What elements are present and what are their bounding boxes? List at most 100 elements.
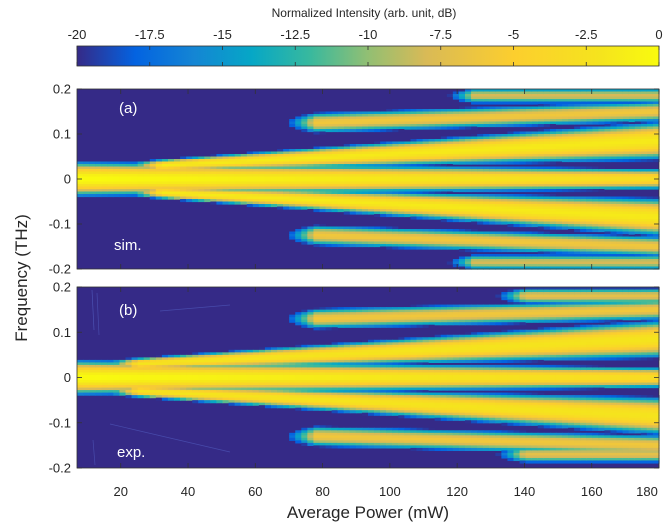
heatmap-cell: [598, 241, 606, 245]
heatmap-cell: [246, 169, 254, 173]
heatmap-cell: [489, 109, 496, 113]
heatmap-cell: [555, 106, 563, 110]
heatmap-cell: [368, 226, 375, 230]
heatmap-cell: [489, 244, 496, 248]
heatmap-cell: [398, 239, 405, 243]
heatmap-cell: [634, 259, 642, 263]
heatmap-cell: [604, 176, 612, 180]
heatmap-cell: [610, 171, 618, 175]
heatmap-cell: [580, 184, 587, 188]
heatmap-cell: [477, 261, 484, 265]
heatmap-cell: [507, 134, 515, 138]
heatmap-cell: [180, 372, 187, 376]
heatmap-cell: [501, 109, 509, 113]
heatmap-cell: [507, 111, 515, 115]
heatmap-cell: [568, 254, 575, 258]
heatmap-cell: [325, 377, 333, 381]
heatmap-cell: [143, 380, 151, 384]
heatmap-cell: [562, 114, 569, 118]
heatmap-cell: [374, 121, 381, 125]
heatmap-cell: [489, 176, 496, 180]
heatmap-cell: [465, 174, 472, 178]
heatmap-cell: [483, 166, 490, 170]
heatmap-cell: [289, 171, 296, 175]
heatmap-cell: [77, 385, 84, 389]
heatmap-cell: [519, 234, 527, 238]
heatmap-cell: [634, 121, 642, 125]
heatmap-cell: [264, 179, 272, 183]
heatmap-cell: [604, 91, 612, 95]
heatmap-cell: [113, 359, 121, 364]
heatmap-cell: [246, 395, 254, 399]
heatmap-cell: [289, 347, 296, 351]
heatmap-cell: [325, 435, 333, 439]
heatmap-cell: [531, 184, 539, 188]
heatmap-cell: [525, 194, 533, 198]
heatmap-cell: [555, 136, 563, 140]
heatmap-cell: [368, 169, 375, 173]
heatmap-cell: [646, 196, 654, 200]
heatmap-cell: [562, 226, 569, 230]
heatmap-cell: [489, 166, 496, 170]
heatmap-cell: [634, 181, 642, 185]
heatmap-cell: [410, 179, 418, 183]
heatmap-cell: [586, 139, 593, 143]
heatmap-cell: [264, 385, 272, 389]
heatmap-cell: [283, 161, 290, 165]
heatmap-cell: [319, 349, 327, 353]
heatmap-cell: [604, 94, 612, 98]
heatmap-cell: [167, 169, 175, 173]
heatmap-cell: [404, 109, 412, 113]
heatmap-cell: [622, 224, 630, 228]
heatmap-cell: [113, 176, 121, 180]
heatmap-cell: [343, 241, 351, 245]
heatmap-cell: [616, 231, 624, 235]
heatmap-cell: [452, 241, 460, 245]
heatmap-cell: [313, 395, 321, 399]
heatmap-cell: [410, 164, 418, 168]
heatmap-cell: [446, 179, 454, 183]
heatmap-cell: [483, 169, 490, 173]
heatmap-cell: [458, 159, 466, 163]
heatmap-cell: [640, 134, 648, 138]
heatmap-cell: [434, 216, 442, 220]
heatmap-cell: [143, 390, 151, 394]
heatmap-cell: [555, 256, 563, 260]
heatmap-cell: [210, 184, 218, 188]
heatmap-cell: [519, 194, 527, 198]
heatmap-cell: [519, 169, 527, 173]
heatmap-cell: [301, 312, 308, 316]
heatmap-cell: [495, 151, 502, 155]
heatmap-cell: [222, 377, 230, 381]
heatmap-cell: [319, 201, 327, 205]
heatmap-cell: [622, 109, 630, 113]
heatmap-cell: [525, 224, 533, 228]
heatmap-cell: [471, 244, 478, 248]
heatmap-cell: [422, 181, 430, 185]
heatmap-cell: [349, 191, 357, 195]
heatmap-cell: [580, 259, 587, 263]
heatmap-cell: [95, 359, 102, 364]
heatmap-cell: [592, 96, 599, 100]
heatmap-cell: [525, 136, 533, 140]
heatmap-cell: [386, 196, 393, 200]
heatmap-cell: [555, 244, 563, 248]
heatmap-cell: [568, 111, 575, 115]
heatmap-cell: [198, 380, 205, 384]
heatmap-cell: [489, 94, 496, 98]
heatmap-cell: [198, 189, 205, 193]
heatmap-cell: [398, 214, 405, 218]
heatmap-cell: [101, 374, 108, 379]
heatmap-cell: [337, 151, 345, 155]
heatmap-cell: [501, 186, 509, 190]
heatmap-cell: [440, 169, 448, 173]
heatmap-cell: [325, 359, 333, 364]
heatmap-cell: [386, 199, 393, 203]
heatmap-cell: [519, 196, 527, 200]
heatmap-cell: [331, 239, 339, 243]
heatmap-cell: [416, 241, 424, 245]
heatmap-cell: [143, 169, 151, 173]
heatmap-cell: [652, 169, 660, 173]
heatmap-cell: [610, 204, 618, 208]
heatmap-cell: [640, 126, 648, 130]
